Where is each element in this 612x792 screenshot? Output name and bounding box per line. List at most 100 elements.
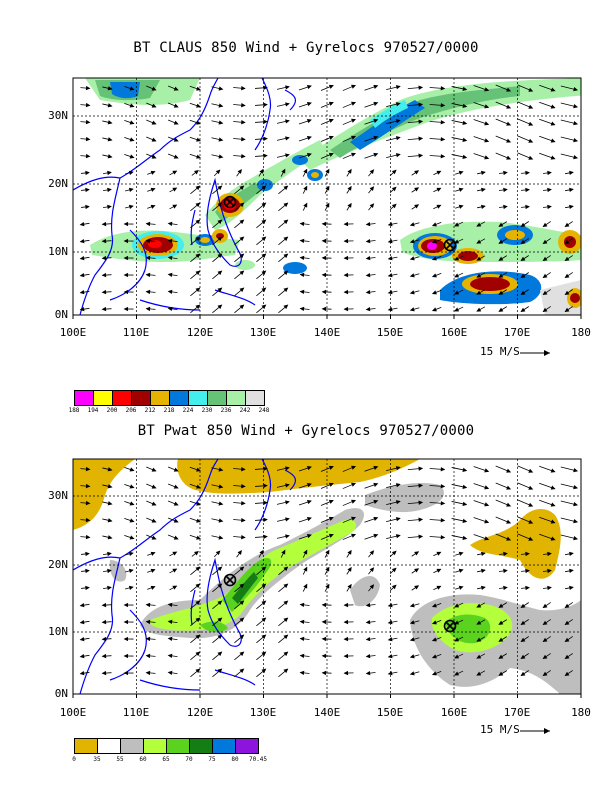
colorbar-swatch xyxy=(167,739,190,753)
lon-label: 160E xyxy=(440,706,468,719)
wind-vector-head xyxy=(151,120,157,125)
wind-vector-head xyxy=(506,138,512,143)
wind-vector-head xyxy=(528,87,534,92)
wind-vector-head xyxy=(436,187,442,192)
wind-vector-head xyxy=(528,519,534,524)
wind-vector-head xyxy=(303,202,308,208)
lon-label: 130E xyxy=(249,706,277,719)
wind-vector-head xyxy=(503,170,508,176)
wind-vector-head xyxy=(195,634,201,640)
wind-vector-head xyxy=(387,654,393,659)
wind-vector-head xyxy=(431,307,437,312)
wind-vector-head xyxy=(414,568,420,573)
lon-label: 110E xyxy=(122,706,150,719)
gyreloc-marker xyxy=(223,195,237,209)
wind-vector-head xyxy=(79,603,85,608)
wind-vector-head xyxy=(85,585,90,591)
wind-vector-head xyxy=(365,619,371,625)
colorbar-tick-label: 65 xyxy=(162,756,170,763)
wind-vector-head xyxy=(123,238,129,244)
wind-vector-head xyxy=(218,501,224,506)
wind-vector-head xyxy=(150,187,156,192)
wind-vector-head xyxy=(128,204,134,209)
colorbar-swatch xyxy=(75,739,98,753)
wind-vector-head xyxy=(107,204,112,210)
wind-vector-head xyxy=(107,137,113,142)
wind-vector-head xyxy=(101,289,107,295)
wind-vector-head xyxy=(173,467,179,472)
wind-vector-head xyxy=(123,306,129,312)
wind-vector-head xyxy=(395,483,401,488)
colorbar-tick-label: 35 xyxy=(93,756,101,763)
wind-vector-head xyxy=(506,519,512,524)
wind-vector-head xyxy=(498,307,504,312)
wind-vector-head xyxy=(484,155,490,160)
wind-vector-head xyxy=(343,670,349,676)
wind-vector-head xyxy=(85,187,90,193)
wind-vector-head xyxy=(129,501,135,506)
wind-vector-head xyxy=(263,136,268,141)
wind-vector-head xyxy=(564,273,570,279)
wind-vector-head xyxy=(454,637,460,642)
wind-vector-head xyxy=(173,86,179,91)
wind-vector-head xyxy=(573,104,579,109)
wind-vector-head xyxy=(285,153,290,158)
wind-vector-head xyxy=(129,137,135,142)
lon-label: 140E xyxy=(313,706,341,719)
wind-vector-head xyxy=(476,307,482,312)
wind-vector-head xyxy=(573,155,579,160)
wind-vector-head xyxy=(145,636,151,642)
wind-vector-head xyxy=(85,85,91,91)
wind-vector-head xyxy=(172,187,178,192)
wind-vector-head xyxy=(239,270,245,276)
wind-vector-head xyxy=(387,603,393,608)
wind-vector-head xyxy=(299,289,305,295)
wind-vector-head xyxy=(195,185,201,191)
wind-vector-head xyxy=(283,617,289,623)
wind-vector-head xyxy=(215,169,221,175)
wind-vector-head xyxy=(547,187,552,193)
wind-vector-head xyxy=(387,222,393,227)
axis-ticks xyxy=(72,694,582,698)
colorbar-swatch xyxy=(144,739,167,753)
colorbar-swatch xyxy=(227,391,246,405)
lon-label: 170E xyxy=(503,706,531,719)
wind-vector-head xyxy=(145,602,151,608)
wind-vector-head xyxy=(328,135,334,140)
wind-vector-head xyxy=(195,566,201,572)
wind-vector-head xyxy=(520,307,526,312)
wind-vector-head xyxy=(217,600,223,606)
wind-vector-head xyxy=(440,137,446,142)
wind-vector-head xyxy=(239,668,245,674)
wind-vector-head xyxy=(436,585,442,590)
wind-vector-head xyxy=(454,273,460,278)
wind-vector-head xyxy=(387,256,393,261)
wind-vector-head xyxy=(283,287,289,293)
wind-vector-head xyxy=(506,121,512,126)
wind-vector-head xyxy=(343,636,349,642)
wind-vector-head xyxy=(528,536,534,541)
wind-vector-head xyxy=(101,619,107,625)
wind-vector-head xyxy=(506,485,512,490)
wind-vector-head xyxy=(520,222,526,227)
wind-vector-head xyxy=(167,221,173,227)
wind-vector-head xyxy=(79,654,85,659)
lon-label: 100E xyxy=(59,326,87,339)
wind-vector-head xyxy=(101,238,107,244)
wind-vector-head xyxy=(195,668,201,674)
wind-vector-head xyxy=(261,634,267,640)
wind-vector-head xyxy=(85,204,90,210)
wind-vector-head xyxy=(101,255,107,261)
wind-vector-head xyxy=(542,307,548,313)
wind-vector-head xyxy=(145,255,151,261)
wind-vector-head xyxy=(506,155,512,160)
colorbar-swatch xyxy=(208,391,227,405)
wind-vector-head xyxy=(79,239,85,244)
lat-label: 30N xyxy=(48,489,68,502)
wind-vector-head xyxy=(480,551,486,557)
lon-label: 120E xyxy=(186,706,214,719)
wind-vector-head xyxy=(239,634,245,640)
wind-vector-head xyxy=(414,551,420,556)
wind-vector-head xyxy=(85,119,91,125)
wind-vector-head xyxy=(218,137,224,142)
